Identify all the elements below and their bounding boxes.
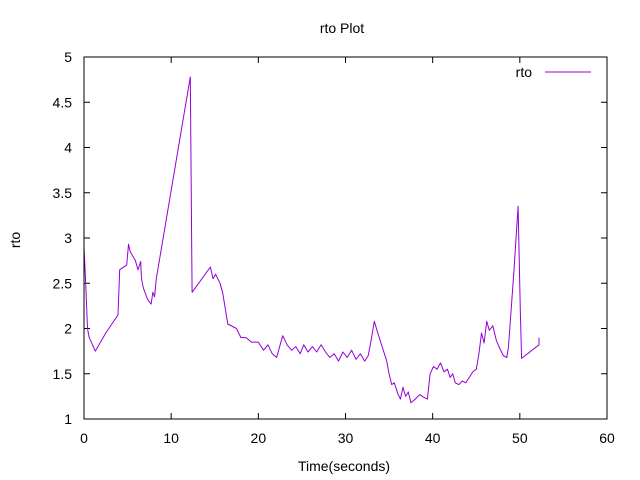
y-axis-label: rto (7, 232, 23, 249)
chart-title: rto Plot (320, 20, 364, 36)
x-axis-label: Time(seconds) (298, 458, 390, 474)
y-tick-label: 2.5 (53, 275, 73, 291)
plot-frame (83, 56, 608, 420)
y-tick-label: 5 (64, 49, 72, 65)
axis-tick-labels: 0 10 20 30 40 50 60 1 1.5 2 2.5 3 3.5 4 4.5 5 (53, 49, 615, 446)
y-tick-label: 4 (64, 140, 72, 156)
series-line-rto (83, 76, 540, 404)
y-tick-label: 2 (64, 321, 72, 337)
x-tick-label: 30 (338, 430, 354, 446)
y-tick-label: 3 (64, 230, 72, 246)
legend: rto (516, 64, 591, 80)
x-tick-label: 10 (163, 430, 179, 446)
series-group (83, 76, 540, 404)
y-tick-label: 1 (64, 411, 72, 427)
x-tick-label: 60 (599, 430, 615, 446)
x-tick-label: 0 (80, 430, 88, 446)
x-tick-label: 40 (425, 430, 441, 446)
axis-ticks (83, 56, 608, 420)
x-tick-label: 50 (512, 430, 528, 446)
y-tick-label: 3.5 (53, 185, 73, 201)
y-tick-label: 4.5 (53, 94, 73, 110)
legend-label: rto (516, 64, 533, 80)
x-tick-label: 20 (251, 430, 267, 446)
y-tick-label: 1.5 (53, 366, 73, 382)
